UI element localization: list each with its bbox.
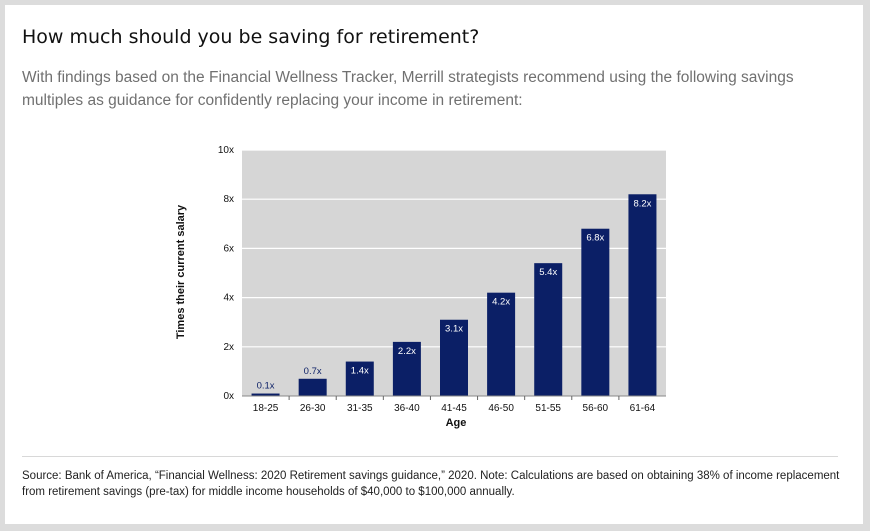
bar-value-label: 5.4x bbox=[539, 267, 557, 278]
x-tick-label: 41-45 bbox=[441, 403, 467, 414]
y-tick-label: 2x bbox=[223, 342, 234, 353]
x-tick-label: 31-35 bbox=[347, 403, 373, 414]
x-tick-label: 61-64 bbox=[630, 403, 656, 414]
bar-41-45 bbox=[440, 319, 468, 396]
bar-26-30 bbox=[298, 378, 327, 396]
bar-56-60 bbox=[581, 228, 610, 396]
bar-value-label: 1.4x bbox=[351, 366, 369, 377]
page-title: How much should you be saving for retire… bbox=[22, 26, 480, 48]
y-tick-label: 8x bbox=[223, 194, 234, 205]
chart: 0.1x 0.7x 1.4x 2.2x 3.1x 4.2x 5.4x 6.8x 8.2x 0x 2… bbox=[175, 145, 666, 429]
bar-value-label: 4.2x bbox=[492, 297, 510, 308]
bar-46-50 bbox=[487, 292, 516, 396]
bar-31-35 bbox=[345, 361, 374, 396]
x-tick-label: 46-50 bbox=[488, 403, 514, 414]
x-tick-label: 26-30 bbox=[300, 403, 326, 414]
x-axis-label: Age bbox=[446, 417, 467, 429]
bar-18-25 bbox=[251, 393, 280, 396]
x-tick-label: 56-60 bbox=[583, 403, 609, 414]
page-subtitle: With findings based on the Financial Wel… bbox=[22, 69, 794, 109]
bar-value-label: 2.2x bbox=[398, 346, 416, 357]
bar-61-64 bbox=[628, 194, 657, 396]
divider bbox=[22, 456, 838, 457]
bar-51-55 bbox=[534, 263, 563, 396]
axis-ticks: 0x 2x 4x 6x 8x 10x 18-25 26-30 31-35 36-40 41-45 46… bbox=[218, 145, 666, 414]
y-tick-label: 0x bbox=[223, 391, 234, 402]
bar-chart: 0.1x 0.7x 1.4x 2.2x 3.1x 4.2x 5.4x 6.8x 8.2x 0x 2… bbox=[175, 145, 666, 429]
y-axis-label: Times their current salary bbox=[175, 204, 187, 339]
y-tick-label: 10x bbox=[218, 145, 234, 156]
bar-value-label: 3.1x bbox=[445, 324, 463, 335]
bar-value-label: 8.2x bbox=[633, 198, 651, 209]
bar-value-label: 0.7x bbox=[304, 366, 322, 377]
x-tick-label: 18-25 bbox=[253, 403, 279, 414]
y-tick-label: 6x bbox=[223, 243, 234, 254]
bar-value-label: 6.8x bbox=[586, 233, 604, 244]
bar-value-label: 0.1x bbox=[257, 381, 275, 392]
bar-36-40 bbox=[392, 341, 421, 396]
x-tick-label: 51-55 bbox=[535, 403, 561, 414]
x-tick-label: 36-40 bbox=[394, 403, 420, 414]
source-note: Source: Bank of America, “Financial Well… bbox=[22, 470, 840, 498]
y-tick-label: 4x bbox=[223, 293, 234, 304]
bars: 0.1x 0.7x 1.4x 2.2x 3.1x 4.2x 5.4x 6.8x 8.2x bbox=[251, 194, 657, 396]
